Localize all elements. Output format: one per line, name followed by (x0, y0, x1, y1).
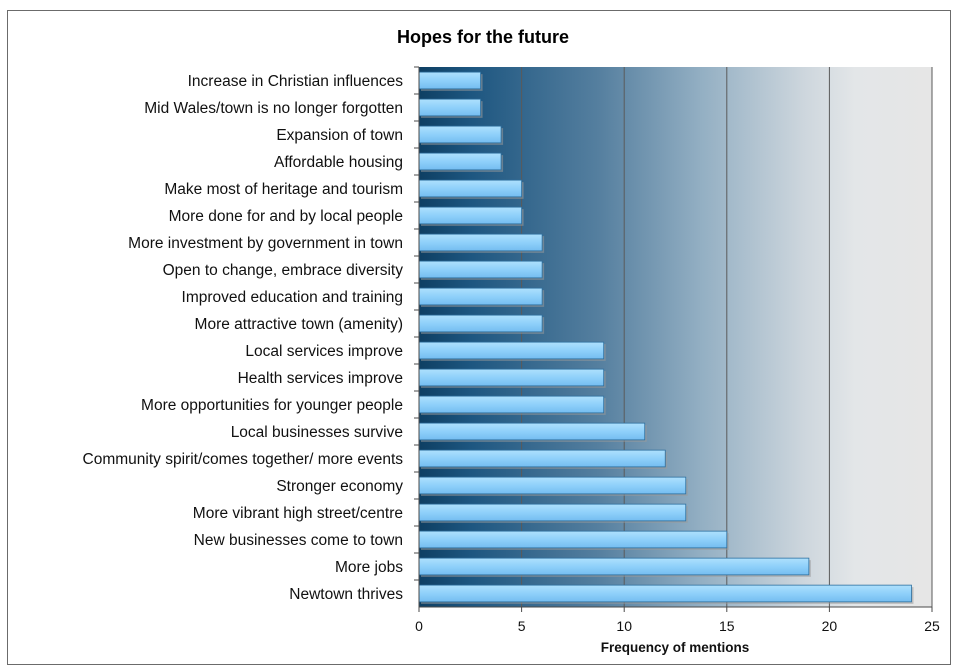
bar (418, 125, 502, 144)
category-label: Make most of heritage and tourism (164, 181, 403, 198)
x-tick-label: 20 (822, 618, 838, 634)
category-label: Affordable housing (274, 154, 403, 171)
bar (418, 179, 522, 198)
bar (418, 287, 543, 306)
category-label: More attractive town (amenity) (195, 316, 403, 333)
x-tick-label: 5 (518, 618, 526, 634)
category-label: Expansion of town (276, 127, 403, 144)
bar (418, 206, 522, 225)
bar (418, 584, 912, 603)
category-label: Mid Wales/town is no longer forgotten (144, 100, 403, 117)
bar (418, 314, 543, 333)
bar (418, 98, 481, 117)
category-labels: Increase in Christian influences Mid Wale… (83, 66, 419, 603)
category-label: Health services improve (238, 370, 403, 387)
x-tick-label: 10 (616, 618, 632, 634)
category-label: More jobs (335, 559, 403, 576)
category-label: More opportunities for younger people (141, 397, 403, 414)
bar (418, 422, 646, 441)
plot-area (419, 67, 932, 607)
x-tick-labels: 0 5 10 15 20 25 (415, 607, 940, 634)
category-label: Stronger economy (276, 478, 403, 495)
category-label: Increase in Christian influences (188, 73, 404, 90)
x-tick-label: 15 (719, 618, 735, 634)
bar (418, 503, 687, 522)
category-label: Improved education and training (182, 289, 403, 306)
bar (418, 152, 502, 171)
bar (418, 449, 666, 468)
bar (418, 71, 481, 90)
bar (418, 233, 543, 252)
category-label: Local services improve (245, 343, 403, 360)
category-label: More vibrant high street/centre (193, 505, 403, 522)
bar (418, 341, 605, 360)
bar (418, 368, 605, 387)
category-label: More investment by government in town (128, 235, 403, 252)
bar (418, 557, 810, 576)
chart-title: Hopes for the future (397, 27, 569, 47)
category-label: Open to change, embrace diversity (163, 262, 404, 279)
bar (418, 530, 728, 549)
category-label: Local businesses survive (231, 424, 403, 441)
category-label: More done for and by local people (169, 208, 403, 225)
bar (418, 260, 543, 279)
bars (418, 71, 914, 604)
bar (418, 395, 605, 414)
x-tick-label: 25 (924, 618, 940, 634)
category-label: New businesses come to town (194, 532, 403, 549)
x-axis-title: Frequency of mentions (601, 640, 750, 655)
category-label: Community spirit/comes together/ more ev… (83, 451, 404, 468)
x-tick-label: 0 (415, 618, 423, 634)
bar (418, 476, 687, 495)
category-label: Newtown thrives (289, 586, 403, 603)
